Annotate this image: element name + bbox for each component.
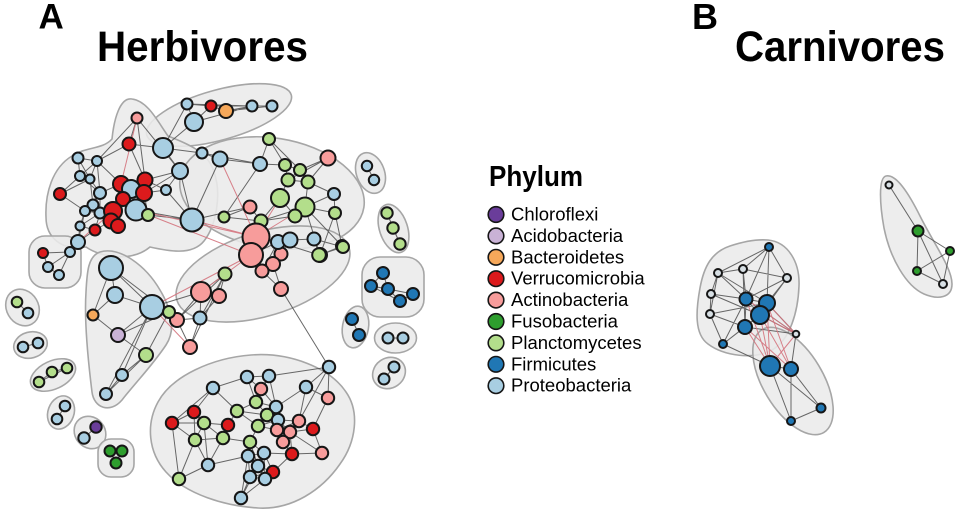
svg-text:Fusobacteria: Fusobacteria	[511, 311, 619, 332]
svg-text:Actinobacteria: Actinobacteria	[511, 289, 629, 310]
svg-text:Planctomycetes: Planctomycetes	[511, 332, 642, 353]
svg-text:B: B	[692, 0, 718, 37]
svg-text:Firmicutes: Firmicutes	[511, 353, 596, 374]
svg-text:Verrucomicrobia: Verrucomicrobia	[511, 268, 645, 289]
svg-text:Bacteroidetes: Bacteroidetes	[511, 246, 624, 267]
svg-text:Carnivores: Carnivores	[735, 23, 945, 71]
svg-text:Phylum: Phylum	[489, 161, 583, 193]
svg-text:Acidobacteria: Acidobacteria	[511, 225, 624, 246]
svg-text:A: A	[39, 0, 64, 37]
svg-text:Chloroflexi: Chloroflexi	[511, 204, 598, 225]
svg-text:Proteobacteria: Proteobacteria	[511, 375, 632, 396]
svg-text:Herbivores: Herbivores	[97, 23, 308, 71]
